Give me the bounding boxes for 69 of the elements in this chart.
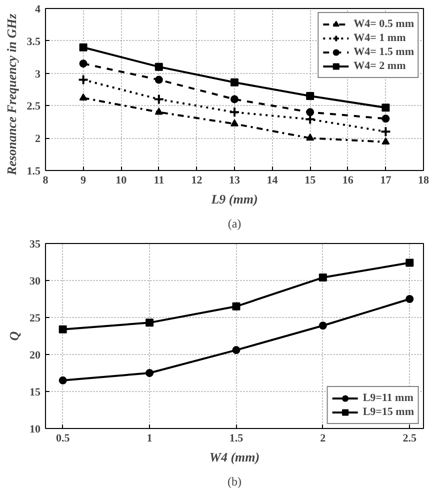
x-tick-label: 1.5 (229, 432, 244, 444)
point (153, 94, 164, 105)
y-axis-title: Resonance Frequency in GHz (4, 12, 19, 176)
point (382, 104, 390, 112)
y-axis-title: Q (6, 330, 22, 341)
legend-label: L9=11 mm (362, 391, 414, 405)
x-tick-label: 2.5 (402, 432, 418, 444)
point (79, 93, 88, 100)
x-tick-label: 2 (320, 432, 326, 444)
point (230, 119, 238, 126)
point (406, 258, 414, 267)
y-tick-label: 2.5 (26, 100, 41, 113)
y-tick-label: 3.5 (26, 36, 41, 48)
point (232, 302, 240, 310)
point (230, 78, 238, 86)
point (306, 134, 314, 141)
x-tick-label: 12 (191, 174, 203, 186)
point (380, 126, 392, 138)
y-tick-label: 15 (30, 386, 41, 398)
point (229, 106, 240, 118)
point (406, 295, 414, 303)
x-tick-label: 16 (342, 174, 354, 186)
point (154, 76, 163, 84)
x-tick-label: 17 (380, 174, 392, 186)
y-tick-label: 4 (35, 4, 41, 16)
point (154, 62, 163, 71)
legend-label: W4= 1 mm (354, 31, 406, 45)
legend-label: W4= 1.5 mm (354, 45, 414, 59)
x-tick-label: 11 (154, 174, 164, 186)
y-tick-label: 20 (30, 350, 41, 362)
point (306, 108, 314, 116)
point (58, 325, 67, 334)
x-tick-label: 18 (418, 174, 430, 186)
point (382, 137, 390, 145)
x-tick-label: 14 (266, 174, 278, 186)
x-tick-label: 10 (116, 174, 128, 186)
x-tick-label: 15 (304, 174, 316, 186)
legend-label: W4= 0.5 mm (354, 17, 414, 31)
point (146, 369, 154, 377)
point (79, 43, 88, 52)
x-tick-label: 13 (229, 174, 240, 186)
legend-label: L9=15 mm (362, 405, 414, 419)
x-axis-title: L9 (mm) (210, 192, 258, 206)
x-tick-label: 8 (42, 174, 49, 186)
legend-label: W4= 2 mm (354, 59, 406, 73)
point (318, 322, 327, 330)
x-axis-title: W4 (mm) (209, 450, 260, 464)
point (306, 92, 314, 100)
point (79, 60, 88, 68)
text: (a) (228, 216, 242, 230)
point (58, 376, 67, 384)
point (232, 346, 240, 354)
y-tick-label: 25 (30, 312, 41, 324)
y-tick-label: 1.5 (26, 166, 41, 178)
point (318, 274, 327, 282)
x-tick-label: 1 (146, 432, 152, 444)
y-tick-label: 2 (35, 133, 41, 146)
point (154, 108, 163, 115)
point (78, 74, 89, 86)
x-tick-label: 0.5 (56, 432, 70, 444)
y-tick-label: 35 (30, 238, 41, 250)
y-tick-label: 3 (35, 68, 41, 80)
point (382, 114, 390, 123)
y-tick-label: 10 (30, 424, 41, 436)
y-tick-label: 30 (30, 276, 41, 288)
point (230, 95, 238, 104)
x-tick-label: 9 (80, 174, 87, 186)
text: (b) (228, 474, 242, 488)
point (146, 318, 154, 327)
